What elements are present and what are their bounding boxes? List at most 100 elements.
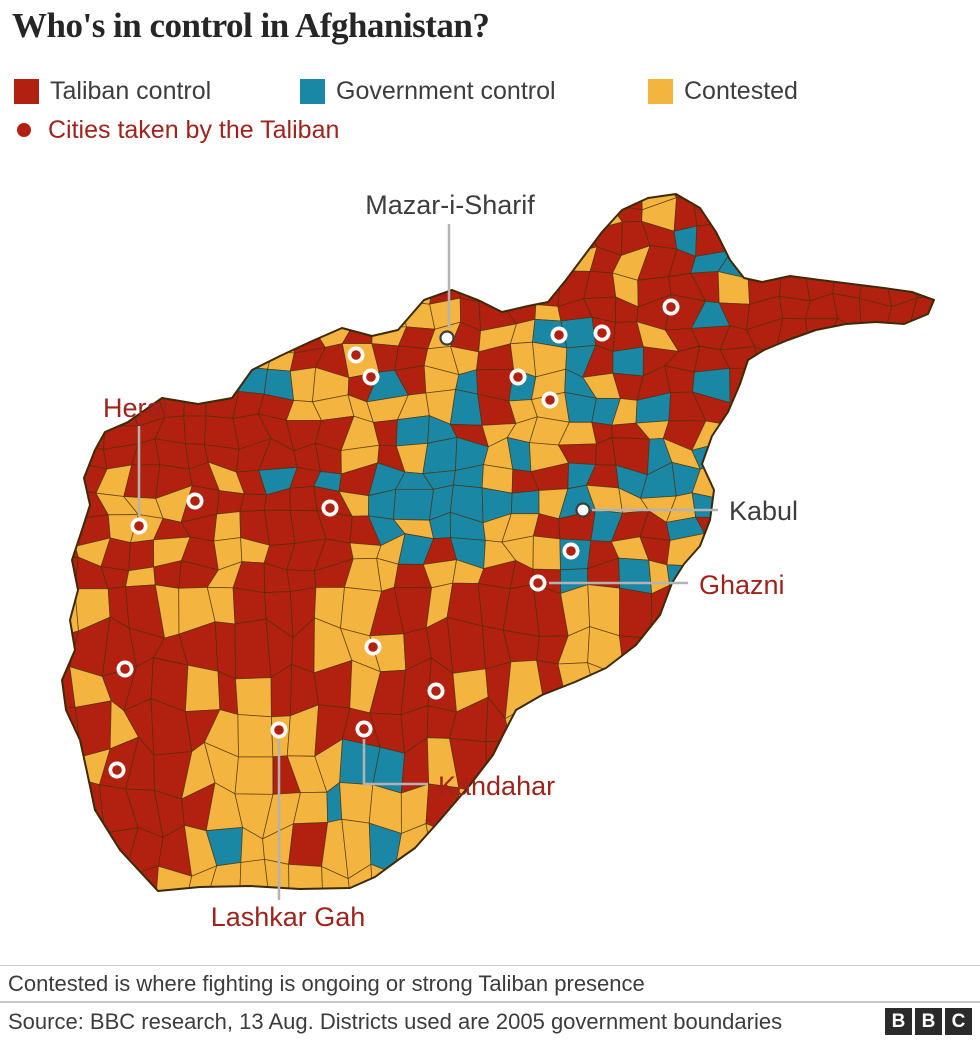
district — [297, 201, 325, 236]
district — [676, 781, 705, 835]
taken-city-marker-dot — [666, 302, 676, 312]
city-markers-and-labels: Mazar-i-Sharif Kabul Herat Ghazni Kandahar La… — [103, 190, 798, 932]
district — [231, 272, 274, 304]
city-label: Kabul — [729, 496, 798, 526]
district — [696, 712, 734, 757]
district — [800, 817, 833, 870]
district — [721, 790, 757, 830]
district — [824, 670, 854, 704]
district — [935, 323, 968, 350]
district — [772, 194, 806, 210]
district — [62, 272, 77, 305]
district — [882, 536, 915, 567]
district — [773, 821, 802, 876]
government-city-marker — [575, 502, 591, 518]
district — [826, 859, 868, 891]
district — [912, 245, 934, 283]
district — [743, 790, 786, 830]
district — [888, 196, 916, 233]
taken-city-marker-dot — [190, 496, 200, 506]
district — [97, 280, 134, 304]
district — [912, 511, 934, 544]
district — [912, 223, 934, 248]
district — [906, 194, 934, 200]
district — [128, 539, 155, 572]
district — [149, 292, 193, 332]
district — [910, 448, 934, 471]
district — [125, 295, 160, 332]
district — [504, 817, 530, 871]
district — [671, 711, 706, 756]
district — [75, 365, 106, 397]
district — [235, 222, 269, 256]
district — [370, 863, 410, 891]
district — [879, 783, 922, 825]
taken-city-marker-dot — [545, 395, 555, 405]
district — [948, 425, 968, 451]
district — [102, 319, 130, 350]
legend-label: Government control — [336, 76, 556, 105]
district — [527, 868, 565, 891]
district — [825, 203, 859, 231]
district — [272, 300, 293, 331]
city-label: Ghazni — [699, 570, 785, 600]
legend-label: Cities taken by the Taliban — [48, 115, 340, 144]
district — [905, 623, 934, 663]
district — [943, 392, 968, 427]
district — [617, 874, 651, 891]
district — [826, 437, 861, 469]
district — [159, 342, 194, 380]
district — [804, 367, 841, 400]
district — [879, 750, 915, 786]
district — [915, 494, 934, 522]
district — [235, 677, 272, 718]
district — [939, 197, 968, 224]
district — [534, 304, 562, 322]
district — [692, 783, 729, 836]
district — [885, 697, 919, 757]
divider — [0, 965, 980, 966]
district — [129, 246, 156, 282]
district — [446, 220, 486, 260]
district — [802, 437, 842, 469]
district — [108, 194, 136, 212]
district — [743, 821, 786, 878]
bbc-logo-letter: B — [915, 1008, 942, 1035]
district — [920, 823, 934, 877]
district — [851, 347, 892, 379]
district — [936, 663, 968, 706]
district — [809, 485, 842, 517]
district — [824, 536, 868, 567]
district — [774, 743, 804, 797]
district — [290, 274, 319, 303]
district — [184, 664, 221, 712]
district — [945, 271, 968, 300]
district — [233, 320, 274, 352]
district — [234, 756, 274, 795]
district — [718, 617, 750, 668]
district — [933, 779, 934, 831]
district — [854, 324, 892, 350]
district — [422, 436, 458, 475]
city-label: Herat — [103, 393, 170, 423]
district — [264, 254, 299, 283]
district — [909, 868, 934, 891]
district — [703, 858, 728, 891]
district — [943, 223, 969, 254]
district — [206, 320, 248, 348]
district — [62, 831, 72, 869]
district — [214, 342, 237, 370]
district — [804, 318, 839, 351]
district — [213, 222, 244, 254]
district — [242, 197, 272, 229]
district — [770, 620, 811, 671]
district — [501, 225, 539, 248]
footnote: Contested is where fighting is ongoing o… — [8, 971, 645, 996]
district — [851, 563, 887, 584]
district — [74, 700, 112, 758]
taken-city-marker-dot — [597, 328, 607, 338]
city-label: Lashkar Gah — [211, 902, 366, 932]
district — [945, 296, 968, 326]
district — [73, 221, 109, 252]
district — [936, 620, 968, 672]
